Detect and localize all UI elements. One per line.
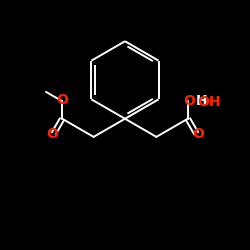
Text: O: O xyxy=(192,127,204,141)
Text: OH: OH xyxy=(197,95,221,109)
Text: O: O xyxy=(183,94,195,108)
Text: O: O xyxy=(46,127,58,141)
Text: H: H xyxy=(196,94,207,108)
Text: O: O xyxy=(56,93,68,107)
